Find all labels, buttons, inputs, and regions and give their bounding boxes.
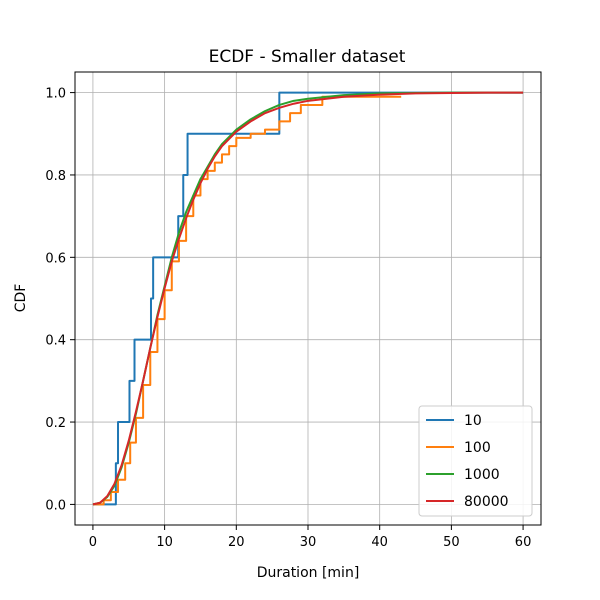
x-tick-label: 60 (515, 535, 532, 550)
legend-box (418, 405, 533, 517)
x-tick-label: 30 (300, 535, 317, 550)
y-tick-label: 0.6 (45, 251, 66, 266)
x-tick-label: 10 (156, 535, 173, 550)
legend-label: 80000 (464, 494, 509, 510)
y-axis-label: CDF (13, 284, 29, 313)
series-line-100 (92, 95, 402, 506)
series-line-80000 (92, 91, 524, 506)
x-tick-label: 20 (228, 535, 245, 550)
x-axis-label: Duration [min] (257, 565, 360, 581)
y-tick-label: 0.8 (45, 169, 66, 184)
legend: 10 100 1000 80000 (418, 405, 533, 517)
y-tick-label: 1.0 (45, 87, 66, 102)
axis-ticks: 0 10 20 30 40 50 60 0.0 0.2 0.4 0.6 0.8 1.0 (45, 87, 531, 550)
y-tick-label: 0.2 (45, 416, 66, 431)
legend-label: 10 (464, 413, 482, 429)
x-tick-label: 50 (443, 535, 460, 550)
legend-label: 1000 (464, 467, 500, 483)
x-tick-label: 40 (371, 535, 388, 550)
series-line-10 (92, 91, 524, 506)
plot-frame (74, 71, 542, 526)
series-lines (92, 91, 524, 506)
y-tick-label: 0.0 (45, 498, 66, 513)
x-tick-label: 0 (89, 535, 97, 550)
y-tick-label: 0.4 (45, 334, 66, 349)
legend-label: 100 (464, 440, 491, 456)
chart-title: ECDF - Smaller dataset (209, 47, 406, 67)
